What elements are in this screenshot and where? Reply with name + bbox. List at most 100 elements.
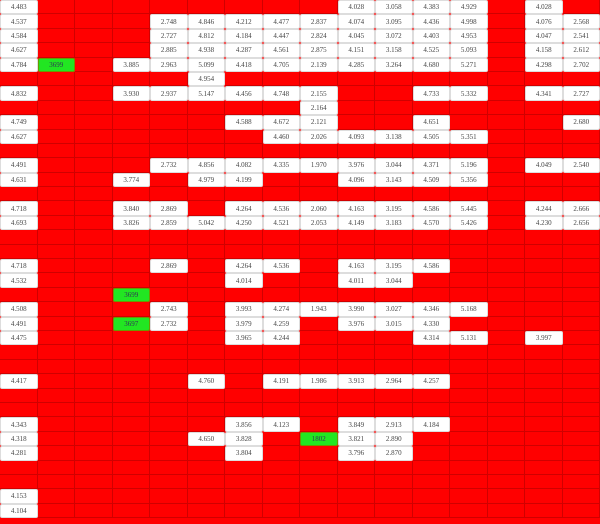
empty-cell[interactable] [187,388,225,403]
value-cell[interactable]: 4.477 [262,14,300,29]
empty-cell[interactable] [262,359,300,375]
value-cell[interactable]: 4.045 [337,28,375,44]
empty-cell[interactable] [525,71,563,87]
empty-cell[interactable] [112,0,150,15]
empty-cell[interactable] [487,28,525,44]
value-cell[interactable]: 5.356 [450,172,488,188]
empty-cell[interactable] [187,316,225,331]
empty-cell[interactable] [412,71,450,87]
value-cell[interactable]: 2.702 [562,57,600,72]
empty-cell[interactable] [487,446,525,461]
empty-cell[interactable] [300,71,338,87]
empty-cell[interactable] [112,489,150,504]
value-cell[interactable]: 4.076 [525,14,563,29]
empty-cell[interactable] [525,287,563,303]
highlighted-cell[interactable]: 1802 [300,431,338,447]
empty-cell[interactable] [412,446,450,461]
empty-cell[interactable] [187,259,225,274]
empty-cell[interactable] [487,374,525,389]
empty-cell[interactable] [225,388,263,403]
empty-cell[interactable] [487,273,525,288]
empty-cell[interactable] [37,129,75,144]
empty-cell[interactable] [450,474,488,490]
value-cell[interactable]: 2.680 [562,115,600,130]
empty-cell[interactable] [75,345,113,360]
value-cell[interactable]: 4.749 [0,115,38,130]
empty-cell[interactable] [225,345,263,360]
empty-cell[interactable] [37,388,75,403]
empty-cell[interactable] [300,287,338,303]
empty-cell[interactable] [525,172,563,188]
empty-cell[interactable] [487,431,525,447]
empty-cell[interactable] [75,143,113,159]
value-cell[interactable]: 4.705 [262,57,300,72]
value-cell[interactable]: 4.586 [412,259,450,274]
empty-cell[interactable] [75,71,113,87]
value-cell[interactable]: 4.014 [225,273,263,288]
empty-cell[interactable] [187,302,225,317]
value-cell[interactable]: 1.943 [300,302,338,317]
empty-cell[interactable] [262,100,300,116]
value-cell[interactable]: 4.537 [0,14,38,29]
value-cell[interactable]: 3.796 [337,446,375,461]
empty-cell[interactable] [225,359,263,375]
empty-cell[interactable] [562,431,600,447]
empty-cell[interactable] [375,244,413,260]
value-cell[interactable]: 2.540 [562,158,600,173]
empty-cell[interactable] [150,388,188,403]
empty-cell[interactable] [112,359,150,375]
empty-cell[interactable] [450,460,488,475]
empty-cell[interactable] [0,460,38,475]
value-cell[interactable]: 5.093 [450,43,488,58]
empty-cell[interactable] [187,129,225,144]
empty-cell[interactable] [75,474,113,490]
empty-cell[interactable] [450,244,488,260]
empty-cell[interactable] [375,460,413,475]
value-cell[interactable]: 2.732 [150,158,188,173]
empty-cell[interactable] [525,503,563,519]
empty-cell[interactable] [75,446,113,461]
empty-cell[interactable] [150,330,188,346]
empty-cell[interactable] [525,359,563,375]
value-cell[interactable]: 3.774 [112,172,150,188]
empty-cell[interactable] [112,230,150,245]
empty-cell[interactable] [75,302,113,317]
empty-cell[interactable] [112,71,150,87]
empty-cell[interactable] [337,71,375,87]
value-cell[interactable]: 4.760 [187,374,225,389]
empty-cell[interactable] [262,187,300,202]
value-cell[interactable]: 3.826 [112,215,150,231]
value-cell[interactable]: 4.693 [0,215,38,231]
empty-cell[interactable] [487,287,525,303]
value-cell[interactable]: 4.250 [225,215,263,231]
empty-cell[interactable] [487,359,525,375]
value-cell[interactable]: 4.536 [262,259,300,274]
empty-cell[interactable] [150,244,188,260]
value-cell[interactable]: 4.028 [525,0,563,15]
highlighted-cell[interactable]: 3697 [112,316,150,331]
value-cell[interactable]: 4.508 [0,302,38,317]
empty-cell[interactable] [487,503,525,519]
value-cell[interactable]: 4.627 [0,43,38,58]
empty-cell[interactable] [300,187,338,202]
empty-cell[interactable] [487,14,525,29]
empty-cell[interactable] [300,273,338,288]
value-cell[interactable]: 4.074 [337,14,375,29]
empty-cell[interactable] [412,273,450,288]
value-cell[interactable]: 4.093 [337,129,375,144]
empty-cell[interactable] [562,402,600,418]
empty-cell[interactable] [112,503,150,519]
empty-cell[interactable] [525,345,563,360]
empty-cell[interactable] [487,158,525,173]
empty-cell[interactable] [300,345,338,360]
empty-cell[interactable] [487,417,525,432]
empty-cell[interactable] [337,388,375,403]
value-cell[interactable]: 2.743 [150,302,188,317]
empty-cell[interactable] [75,244,113,260]
value-cell[interactable]: 2.875 [300,43,338,58]
empty-cell[interactable] [525,374,563,389]
empty-cell[interactable] [375,330,413,346]
empty-cell[interactable] [75,158,113,173]
empty-cell[interactable] [487,402,525,418]
value-cell[interactable]: 4.832 [0,86,38,101]
